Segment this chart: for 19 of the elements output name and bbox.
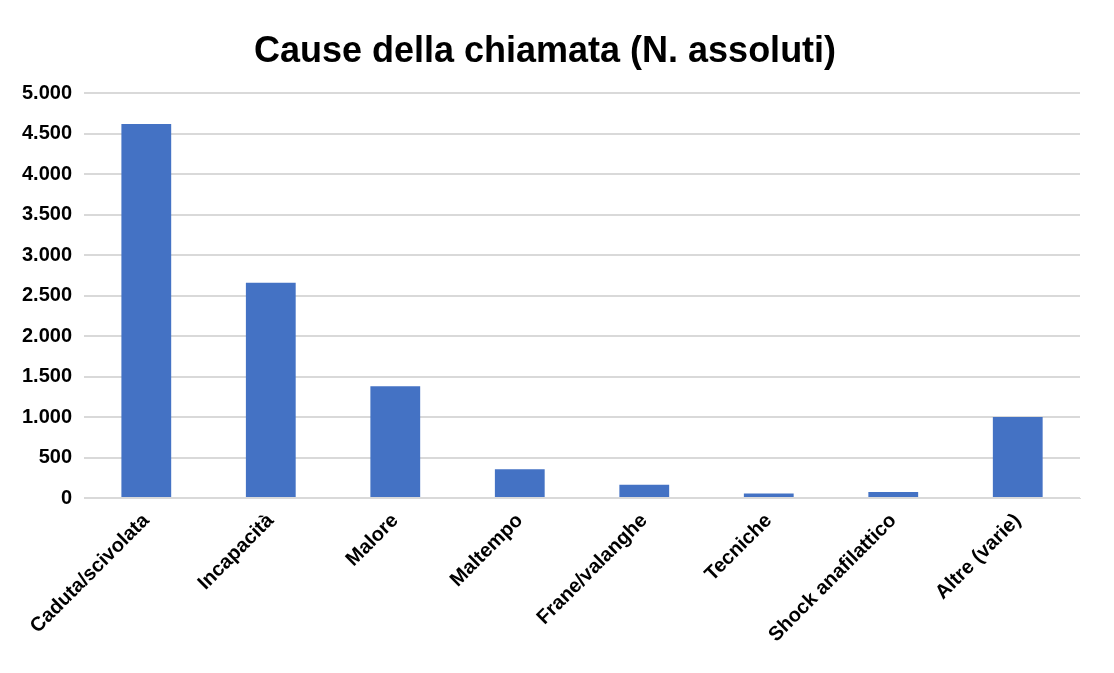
y-tick-label: 5.000 [21,80,73,103]
y-tick-label: 4.000 [21,161,73,184]
y-tick-label: 1.500 [21,364,73,387]
y-tick-label: 4.500 [21,121,73,144]
bar [494,469,545,498]
bar [245,282,296,498]
chart-title: Cause della chiamata (N. assoluti) [253,28,837,70]
bar [868,491,919,498]
bar [619,484,670,498]
y-tick-label: 500 [38,445,73,468]
y-tick-label: 0 [60,485,73,508]
y-tick-label: 2.500 [21,283,73,306]
y-tick-label: 2.000 [21,323,73,346]
y-tick-label: 3.000 [21,242,73,265]
y-tick-label: 1.000 [21,404,73,427]
y-tick-label: 3.500 [21,202,73,225]
bar [121,123,172,498]
bar [992,417,1043,498]
bar [370,386,421,498]
